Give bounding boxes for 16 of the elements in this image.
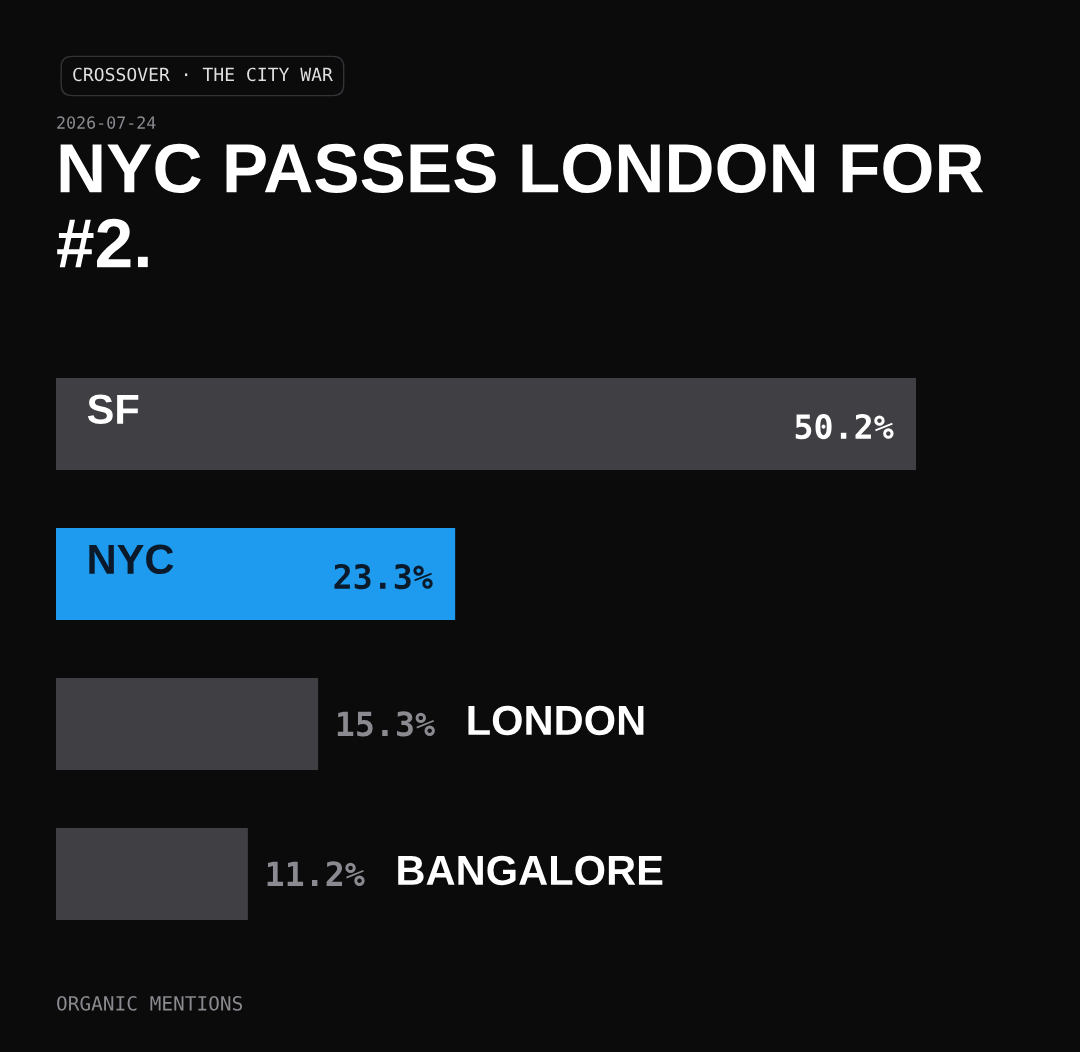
data-label: 11.2% bbox=[267, 861, 365, 886]
text: 2026-07-24 bbox=[57, 116, 156, 129]
y-tick-label: LONDON bbox=[468, 705, 644, 736]
data-label: 50.2% bbox=[795, 414, 894, 440]
y-tick-label: NYC bbox=[89, 544, 174, 575]
text: ORGANIC MENTIONS bbox=[57, 995, 243, 1011]
data-label: 23.3% bbox=[334, 564, 433, 590]
bar bbox=[56, 828, 248, 920]
data-label: 15.3% bbox=[337, 711, 435, 737]
bar bbox=[56, 378, 916, 470]
bar bbox=[56, 528, 456, 620]
bar bbox=[56, 678, 319, 770]
text: CROSSOVER · THE CITY WAR bbox=[73, 67, 333, 82]
chart-title: NYC PASSES LONDON FOR #2. bbox=[57, 143, 984, 268]
y-tick-label: BANGALORE bbox=[398, 855, 663, 886]
y-tick-label: SF bbox=[87, 394, 139, 425]
